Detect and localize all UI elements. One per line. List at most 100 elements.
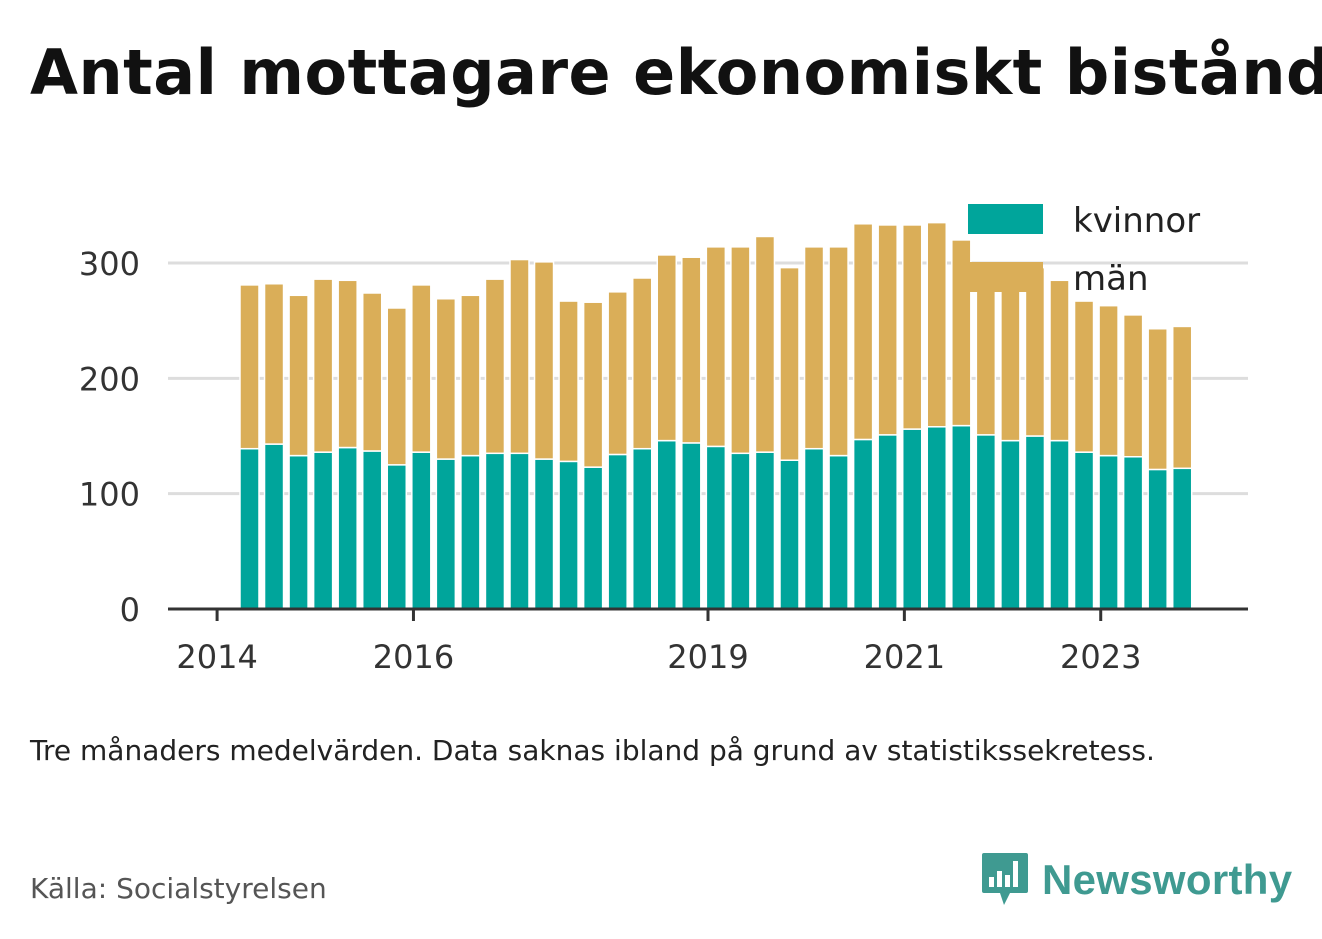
bar-man-23 — [803, 246, 825, 450]
bar-kvinnor-6 — [386, 464, 408, 610]
y-tick-label-100: 100 — [79, 476, 140, 514]
bar-man-17 — [656, 254, 678, 442]
bar-kvinnor-38 — [1171, 467, 1193, 610]
bar-kvinnor-17 — [656, 439, 678, 610]
bar-chart-speech-bubble-icon — [982, 853, 1028, 905]
bar-man-26 — [877, 224, 898, 436]
bar-kvinnor-19 — [705, 445, 727, 610]
bar-man-19 — [705, 246, 727, 448]
bar-man-2 — [288, 294, 309, 457]
x-tick-label-2023: 2023 — [1060, 638, 1141, 676]
source-credit: Källa: Socialstyrelsen — [30, 872, 327, 905]
bar-kvinnor-32 — [1024, 435, 1046, 610]
bar-kvinnor-13 — [558, 460, 579, 610]
bar-kvinnor-10 — [484, 452, 506, 610]
bar-kvinnor-29 — [951, 424, 972, 610]
bar-kvinnor-18 — [681, 442, 702, 610]
bar-man-25 — [852, 223, 874, 441]
bar-kvinnor-25 — [852, 438, 874, 610]
bar-man-24 — [828, 246, 849, 457]
bar-kvinnor-35 — [1098, 454, 1119, 610]
bar-kvinnor-2 — [288, 454, 309, 610]
bar-man-5 — [361, 292, 383, 452]
bar-kvinnor-24 — [828, 454, 849, 610]
bar-kvinnor-7 — [411, 451, 432, 610]
bar-man-7 — [411, 284, 432, 453]
bar-man-18 — [681, 256, 702, 444]
bar-kvinnor-9 — [460, 454, 481, 610]
bar-man-3 — [312, 278, 334, 453]
brand-name: Newsworthy — [1042, 856, 1293, 903]
bar-kvinnor-11 — [509, 452, 530, 610]
bar-kvinnor-28 — [926, 426, 948, 610]
y-axis-labels: 0 100 200 300 — [79, 245, 140, 629]
legend-label-kvinnor: kvinnor — [1073, 201, 1200, 241]
newsworthy-logo: Newsworthy — [980, 850, 1292, 910]
bar-kvinnor-27 — [901, 428, 923, 610]
bar-man-27 — [901, 224, 923, 430]
bar-man-20 — [730, 246, 751, 455]
legend-swatch-man — [968, 262, 1043, 292]
bar-man-11 — [509, 258, 530, 455]
bar-man-34 — [1073, 300, 1095, 453]
bar-kvinnor-36 — [1122, 456, 1144, 610]
bar-kvinnor-0 — [239, 447, 260, 610]
bar-kvinnor-4 — [337, 446, 358, 610]
bar-man-33 — [1049, 279, 1070, 442]
bar-man-37 — [1147, 327, 1168, 471]
bar-man-9 — [460, 294, 481, 457]
bar-kvinnor-12 — [533, 458, 555, 610]
y-tick-label-200: 200 — [79, 360, 140, 398]
legend-label-man: män — [1073, 259, 1149, 299]
bar-man-35 — [1098, 304, 1119, 457]
x-axis-labels: 2014 2016 2019 2021 2023 — [176, 638, 1141, 676]
bar-man-13 — [558, 300, 579, 463]
x-tick-label-2014: 2014 — [176, 638, 257, 676]
bar-kvinnor-34 — [1073, 451, 1095, 610]
bar-kvinnor-3 — [312, 451, 334, 610]
bar-man-0 — [239, 284, 260, 450]
bar-man-36 — [1122, 314, 1144, 458]
bar-man-6 — [386, 307, 408, 466]
bar-kvinnor-21 — [754, 451, 776, 610]
bar-kvinnor-26 — [877, 434, 898, 610]
bar-man-38 — [1171, 325, 1193, 470]
chart-note: Tre månaders medelvärden. Data saknas ib… — [30, 734, 1155, 767]
bar-kvinnor-1 — [263, 443, 285, 610]
bar-kvinnor-23 — [803, 447, 825, 610]
bar-man-8 — [435, 298, 457, 460]
x-tick-label-2016: 2016 — [373, 638, 454, 676]
bar-kvinnor-16 — [631, 447, 653, 610]
bar-kvinnor-22 — [779, 459, 800, 610]
bar-kvinnor-15 — [607, 453, 628, 610]
bar-man-1 — [263, 283, 285, 445]
legend-swatch-kvinnor — [968, 204, 1043, 234]
bar-kvinnor-33 — [1049, 439, 1070, 610]
bar-man-15 — [607, 291, 628, 456]
bar-kvinnor-20 — [730, 452, 751, 610]
bar-kvinnor-31 — [1000, 439, 1021, 610]
bar-man-16 — [631, 277, 653, 450]
bar-man-30 — [975, 270, 997, 436]
bar-kvinnor-8 — [435, 458, 457, 610]
x-axis — [168, 607, 1248, 621]
bar-man-32 — [1024, 266, 1046, 437]
chart-title: Antal mottagare ekonomiskt bistånd — [30, 36, 1322, 109]
bar-kvinnor-5 — [361, 450, 383, 610]
y-tick-label-300: 300 — [79, 245, 140, 283]
bar-man-22 — [779, 266, 800, 461]
bar-man-31 — [1000, 270, 1021, 442]
bar-man-10 — [484, 278, 506, 455]
bar-man-21 — [754, 235, 776, 453]
legend: kvinnor män — [968, 201, 1200, 299]
x-tick-label-2021: 2021 — [864, 638, 945, 676]
bar-kvinnor-30 — [975, 434, 997, 610]
bar-man-14 — [582, 301, 604, 468]
bar-kvinnor-14 — [582, 466, 604, 610]
bar-man-28 — [926, 221, 948, 428]
x-tick-label-2019: 2019 — [667, 638, 748, 676]
y-tick-label-0: 0 — [120, 591, 140, 629]
bar-man-12 — [533, 261, 555, 460]
bar-man-29 — [951, 239, 972, 427]
